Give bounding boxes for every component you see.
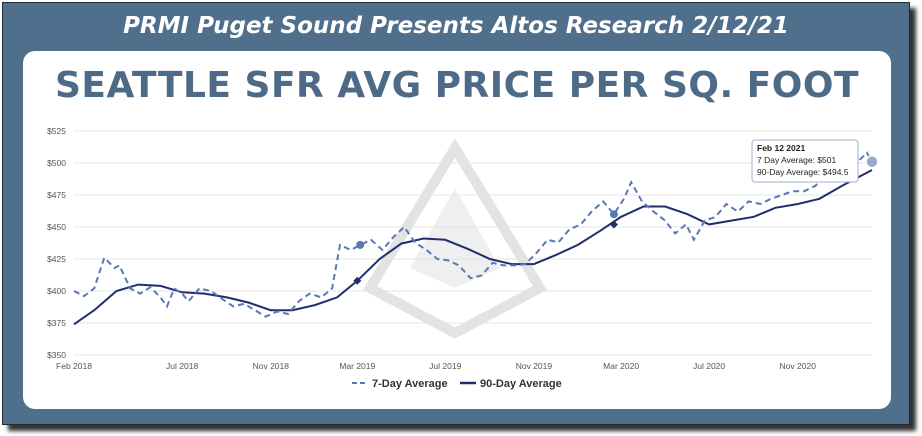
x-tick-label: Nov 2020 [780,361,817,371]
y-tick-label: $475 [47,190,66,200]
tooltip-box [751,139,859,183]
x-tick-label: Jul 2019 [429,361,461,371]
series-90-day-line [73,169,873,326]
y-tick-label: $450 [47,222,66,232]
series-7-day-marker [356,240,365,249]
x-tick-label: Feb 2018 [56,361,92,371]
y-tick-label: $375 [47,318,66,328]
watermark-logo [362,138,548,339]
y-tick-label: $350 [47,350,66,360]
tooltip-date: Feb 12 2021 [757,143,805,153]
tooltip-line-7-day: 7 Day Average: $501 [757,155,837,165]
y-tick-label: $425 [47,254,66,264]
chart-title: SEATTLE SFR AVG PRICE PER SQ. FOOT [54,65,860,106]
x-tick-label: Nov 2018 [253,361,290,371]
x-tick-label: Mar 2020 [603,361,639,371]
frame: PRMI Puget Sound Presents Altos Research… [2,2,910,425]
series-7-day-line [73,151,873,318]
x-tick-label: Jul 2020 [693,361,725,371]
x-tick-label: Mar 2019 [339,361,375,371]
banner-title: PRMI Puget Sound Presents Altos Research… [123,13,789,39]
x-tick-label: Nov 2019 [516,361,553,371]
hover-point [865,154,879,169]
tooltip-line-90-day: 90-Day Average: $494.5 [757,167,849,177]
y-tick-label: $525 [47,126,66,136]
series-90-day-marker [353,276,362,285]
legend-90-day-label: 90-Day Average [480,378,562,390]
watermark-logo-inner [410,188,500,288]
y-tick-label: $500 [47,158,66,168]
legend-7-day-label: 7-Day Average [372,378,448,390]
series-7-day-marker [609,210,618,219]
series-90-day-marker [609,220,618,229]
y-tick-label: $400 [47,286,66,296]
x-tick-label: Jul 2018 [166,361,198,371]
